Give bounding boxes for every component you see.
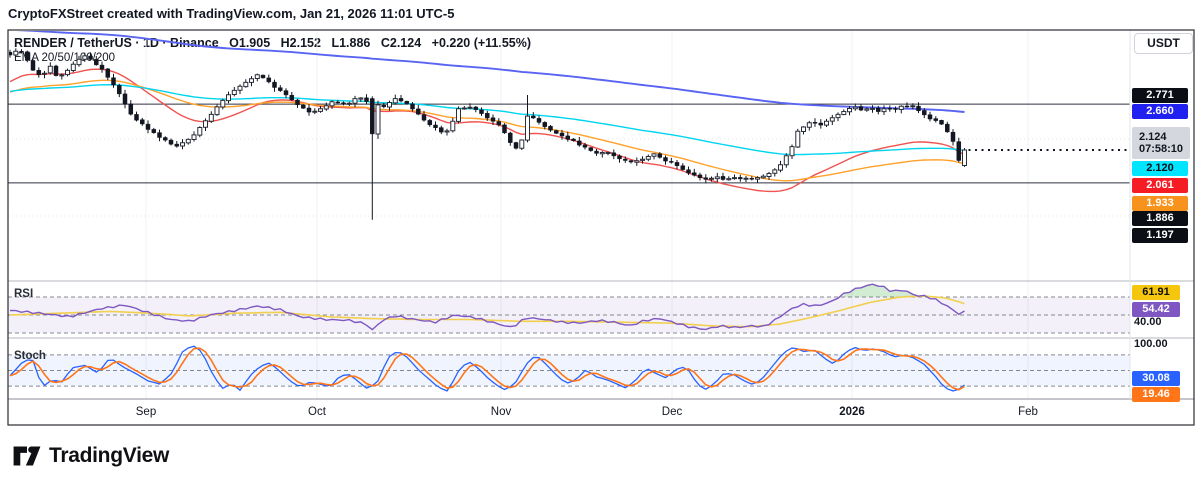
rsi-lines	[9, 283, 965, 331]
price-axis-label: 1.933	[1132, 196, 1188, 211]
ema-20-line	[9, 68, 965, 193]
ohlc-low: L1.886	[331, 36, 371, 50]
stoch-pane-label[interactable]: Stoch	[14, 350, 46, 362]
ohlc-change: +0.220 (+11.55%)	[431, 36, 532, 50]
tradingview-attribution-logo[interactable]: TradingView	[12, 444, 169, 468]
rsi-ma-line	[9, 295, 965, 328]
stoch-lines	[9, 345, 965, 392]
symbol-title-row[interactable]: RENDER / TetherUS · 1D · Binance O1.905 …	[14, 36, 538, 50]
time-axis-month-label: Nov	[490, 406, 512, 418]
rsi-pane-label[interactable]: RSI	[14, 288, 34, 300]
rsi-axis-tick: 40.00	[1134, 316, 1162, 328]
candles	[9, 48, 967, 220]
price-axis-label: 2.061	[1132, 178, 1188, 193]
stoch-d-line	[9, 347, 965, 391]
stoch-k-line	[9, 345, 965, 392]
time-axis-year-label: 2026	[839, 406, 865, 418]
stoch-bands	[8, 354, 1130, 387]
time-axis-month-label: Dec	[661, 406, 683, 418]
tradingview-wordmark: TradingView	[49, 444, 170, 467]
candle-countdown-timer: 07:58:10	[1139, 143, 1184, 155]
time-axis-month-label: Feb	[1018, 406, 1038, 418]
symbol-name[interactable]: RENDER / TetherUS · 1D · Binance	[14, 36, 219, 50]
price-axis-label: 1.197	[1132, 228, 1188, 243]
ohlc-high: H2.152	[280, 36, 321, 50]
rsi-value-label: 54.42	[1132, 302, 1180, 317]
price-axis-label: 2.120	[1132, 161, 1188, 176]
ema-200-line	[14, 31, 965, 113]
time-axis-month-label: Oct	[308, 406, 326, 418]
currency-toggle-button[interactable]: USDT	[1134, 33, 1193, 54]
tradingview-icon	[13, 446, 41, 466]
attribution-text: CryptoFXStreet created with TradingView.…	[8, 6, 455, 21]
price-axis-label: 2.771	[1132, 88, 1188, 103]
stoch-value-label: 19.46	[1132, 387, 1180, 402]
ema-100-line	[9, 84, 965, 156]
price-axis-label: 2.660	[1132, 104, 1188, 119]
current-price-countdown-label: 2.124 07:58:10	[1132, 127, 1190, 159]
stoch-axis-tick: 100.00	[1134, 338, 1168, 350]
rsi-line	[9, 283, 965, 331]
stoch-value-label: 30.08	[1132, 371, 1180, 386]
ema-lines	[9, 31, 965, 193]
ema-legend[interactable]: EMA 20/50/100/200	[14, 52, 116, 64]
price-axis-label: 1.886	[1132, 211, 1188, 226]
rsi-value-label: 61.91	[1132, 285, 1180, 300]
current-price-value: 2.124	[1139, 131, 1167, 143]
ohlc-open: O1.905	[229, 36, 271, 50]
ohlc-close: C2.124	[380, 36, 422, 50]
time-axis-month-label: Sep	[135, 406, 157, 418]
